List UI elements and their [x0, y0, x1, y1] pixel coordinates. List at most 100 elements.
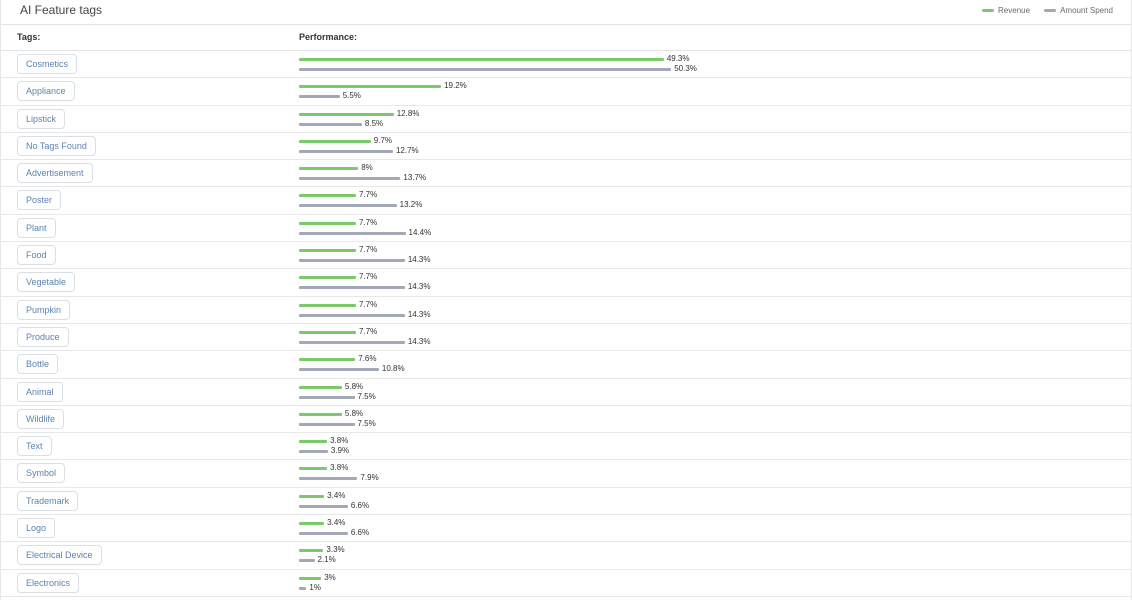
amount-spend-value-label: 13.2%: [399, 200, 423, 210]
revenue-bar: [299, 221, 356, 225]
amount-spend-bar: [299, 231, 406, 235]
performance-bars: 7.7% 14.4%: [299, 215, 1119, 241]
amount-spend-value-label: 14.4%: [408, 227, 432, 237]
amount-spend-bar: [299, 477, 358, 481]
revenue-value-label: 49.3%: [666, 54, 690, 63]
revenue-bar: [299, 167, 359, 171]
revenue-bar: [299, 467, 328, 471]
legend-swatch-amount-spend: [1044, 9, 1057, 12]
performance-bars: 7.7% 13.2%: [299, 187, 1119, 213]
amount-spend-value-label: 7.5%: [357, 391, 376, 401]
table-row: Electronics 3% 1%: [1, 570, 1131, 597]
tag-chip[interactable]: Advertisement: [17, 163, 93, 184]
tag-chip[interactable]: Logo: [17, 518, 56, 539]
amount-spend-value-label: 13.7%: [403, 173, 427, 183]
tag-chip[interactable]: Wildlife: [17, 408, 65, 429]
table-row: Lipstick 12.8% 8.5%: [1, 106, 1131, 133]
revenue-value-label: 3.4%: [327, 518, 346, 528]
revenue-bar: [299, 358, 356, 362]
revenue-bar: [299, 385, 342, 389]
tag-chip[interactable]: Food: [17, 245, 56, 266]
tag-chip[interactable]: Electrical Device: [17, 545, 102, 566]
performance-bars: 12.8% 8.5%: [299, 106, 1119, 132]
revenue-bar: [299, 576, 322, 580]
tag-chip[interactable]: Trademark: [17, 490, 79, 511]
revenue-value-label: 7.7%: [358, 190, 378, 200]
revenue-bar: [299, 412, 342, 416]
revenue-value-label: 3.8%: [330, 463, 349, 473]
revenue-bar: [299, 494, 325, 498]
revenue-value-label: 3.3%: [326, 545, 345, 555]
amount-spend-value-label: 14.3%: [407, 336, 431, 346]
tag-chip[interactable]: Animal: [17, 381, 63, 402]
tag-chip[interactable]: Cosmetics: [17, 54, 78, 74]
amount-spend-value-label: 14.3%: [407, 309, 431, 319]
table-row: Cosmetics 49.3% 50.3%: [1, 51, 1131, 79]
table-row: Electrical Device 3.3% 2.1%: [1, 542, 1131, 570]
revenue-value-label: 7.7%: [358, 326, 378, 336]
table-row: Food 7.7% 14.3%: [1, 242, 1131, 270]
revenue-bar: [299, 85, 442, 89]
amount-spend-bar: [299, 122, 362, 126]
tag-chip[interactable]: Lipstick: [17, 108, 66, 129]
panel-header: AI Feature tags Revenue Amount Spend: [1, 0, 1131, 25]
tag-chip[interactable]: Electronics: [17, 572, 80, 593]
tag-chip[interactable]: Produce: [17, 326, 69, 347]
revenue-value-label: 8%: [361, 163, 373, 173]
revenue-bar: [299, 440, 328, 444]
amount-spend-bar: [299, 340, 405, 344]
amount-spend-bar: [299, 395, 355, 399]
tag-chip[interactable]: Bottle: [17, 354, 59, 375]
performance-bars: 7.7% 14.3%: [299, 297, 1119, 323]
amount-spend-bar: [299, 586, 307, 590]
amount-spend-value-label: 3.9%: [330, 446, 350, 456]
tag-chip[interactable]: Vegetable: [17, 272, 76, 293]
tag-chip[interactable]: No Tags Found: [17, 135, 96, 156]
amount-spend-value-label: 7.9%: [360, 473, 379, 483]
table-row: Bottle 7.6% 10.8%: [1, 351, 1131, 379]
amount-spend-value-label: 5.5%: [342, 91, 361, 101]
performance-bars: 3% 1%: [299, 570, 1119, 596]
legend-item-amount-spend[interactable]: Amount Spend: [1044, 6, 1113, 15]
amount-spend-value-label: 7.5%: [357, 418, 376, 428]
performance-bars: 7.7% 14.3%: [299, 269, 1119, 295]
revenue-value-label: 12.8%: [396, 108, 420, 118]
amount-spend-bar: [299, 68, 672, 71]
amount-spend-bar: [299, 422, 355, 426]
amount-spend-bar: [299, 532, 348, 536]
amount-spend-bar: [299, 286, 405, 290]
revenue-value-label: 7.7%: [358, 272, 378, 282]
performance-bars: 8% 13.7%: [299, 160, 1119, 186]
tag-chip[interactable]: Symbol: [17, 463, 66, 484]
table-row: Trademark 3.4% 6.6%: [1, 488, 1131, 516]
chart-legend: Revenue Amount Spend: [982, 6, 1113, 15]
revenue-value-label: 9.7%: [373, 135, 392, 145]
performance-bars: 49.3% 50.3%: [299, 51, 1119, 77]
legend-item-revenue[interactable]: Revenue: [982, 6, 1030, 15]
performance-bars: 3.4% 6.6%: [299, 488, 1119, 514]
amount-spend-bar: [299, 204, 397, 208]
amount-spend-value-label: 14.3%: [407, 282, 431, 292]
amount-spend-value-label: 14.3%: [407, 255, 431, 265]
tag-chip[interactable]: Pumpkin: [17, 299, 71, 320]
amount-spend-bar: [299, 504, 348, 508]
revenue-value-label: 5.8%: [344, 381, 364, 391]
amount-spend-bar: [299, 450, 328, 454]
amount-spend-value-label: 8.5%: [364, 118, 384, 128]
legend-label-amount-spend: Amount Spend: [1060, 6, 1113, 15]
performance-bars: 5.8% 7.5%: [299, 379, 1119, 405]
amount-spend-value-label: 1%: [309, 582, 321, 592]
tag-chip[interactable]: Poster: [17, 190, 62, 211]
tag-chip[interactable]: Text: [17, 436, 52, 457]
performance-bars: 3.8% 3.9%: [299, 433, 1119, 459]
revenue-bar: [299, 112, 394, 116]
tag-chip[interactable]: Plant: [17, 217, 56, 238]
revenue-value-label: 7.7%: [358, 245, 378, 255]
tag-performance-list: Cosmetics 49.3% 50.3% Appliance 19.2% 5.5% Lip…: [1, 51, 1131, 597]
performance-bars: 9.7% 12.7%: [299, 133, 1119, 159]
tag-chip[interactable]: Appliance: [17, 81, 75, 102]
revenue-value-label: 3.8%: [330, 436, 349, 446]
amount-spend-value-label: 6.6%: [350, 528, 370, 538]
amount-spend-value-label: 10.8%: [381, 364, 405, 374]
amount-spend-bar: [299, 559, 315, 563]
